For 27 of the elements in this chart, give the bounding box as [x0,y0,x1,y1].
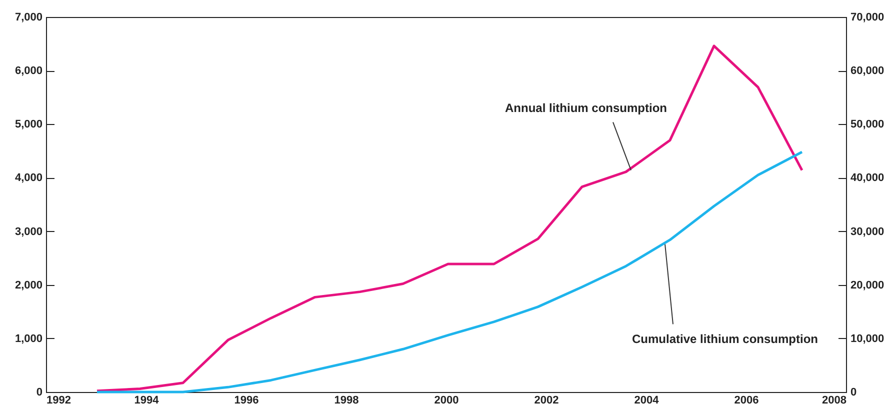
annotation: Annual lithium consumption [505,101,667,116]
x-tick-label: 2000 [434,394,459,406]
y-tick-label: 7,000 [14,12,42,24]
y2-tick-label: 20,000 [850,279,884,292]
y2-tick-label: 30,000 [850,226,884,238]
x-tick-label: 1998 [334,394,359,406]
y2-tick-label: 60,000 [850,65,884,78]
annotation: Cumulative lithium consumption [632,332,818,346]
x-tick-label: 1992 [46,394,71,406]
y-tick-label: 5,000 [14,118,42,131]
y-tick-label: 4,000 [14,172,42,184]
x-tick-label: 2006 [734,394,759,406]
y-tick-label: 1,000 [14,332,42,345]
x-tick-label: 2008 [822,394,846,406]
y2-tick-label: 70,000 [850,12,884,24]
y2-tick-label: 50,000 [850,118,884,131]
x-tick-label: 2002 [534,394,559,406]
y2-tick-label: 10,000 [850,332,884,345]
y-tick-label: 0 [36,386,42,398]
y2-tick-label: 0 [850,386,857,398]
y2-tick-label: 40,000 [850,172,884,184]
y-tick-label: 3,000 [14,226,42,238]
x-tick-label: 1994 [134,394,160,406]
x-tick-label: 1996 [234,394,259,406]
y-tick-label: 2,000 [14,279,42,292]
x-tick-label: 2004 [634,394,660,406]
y-tick-label: 6,000 [14,65,42,78]
